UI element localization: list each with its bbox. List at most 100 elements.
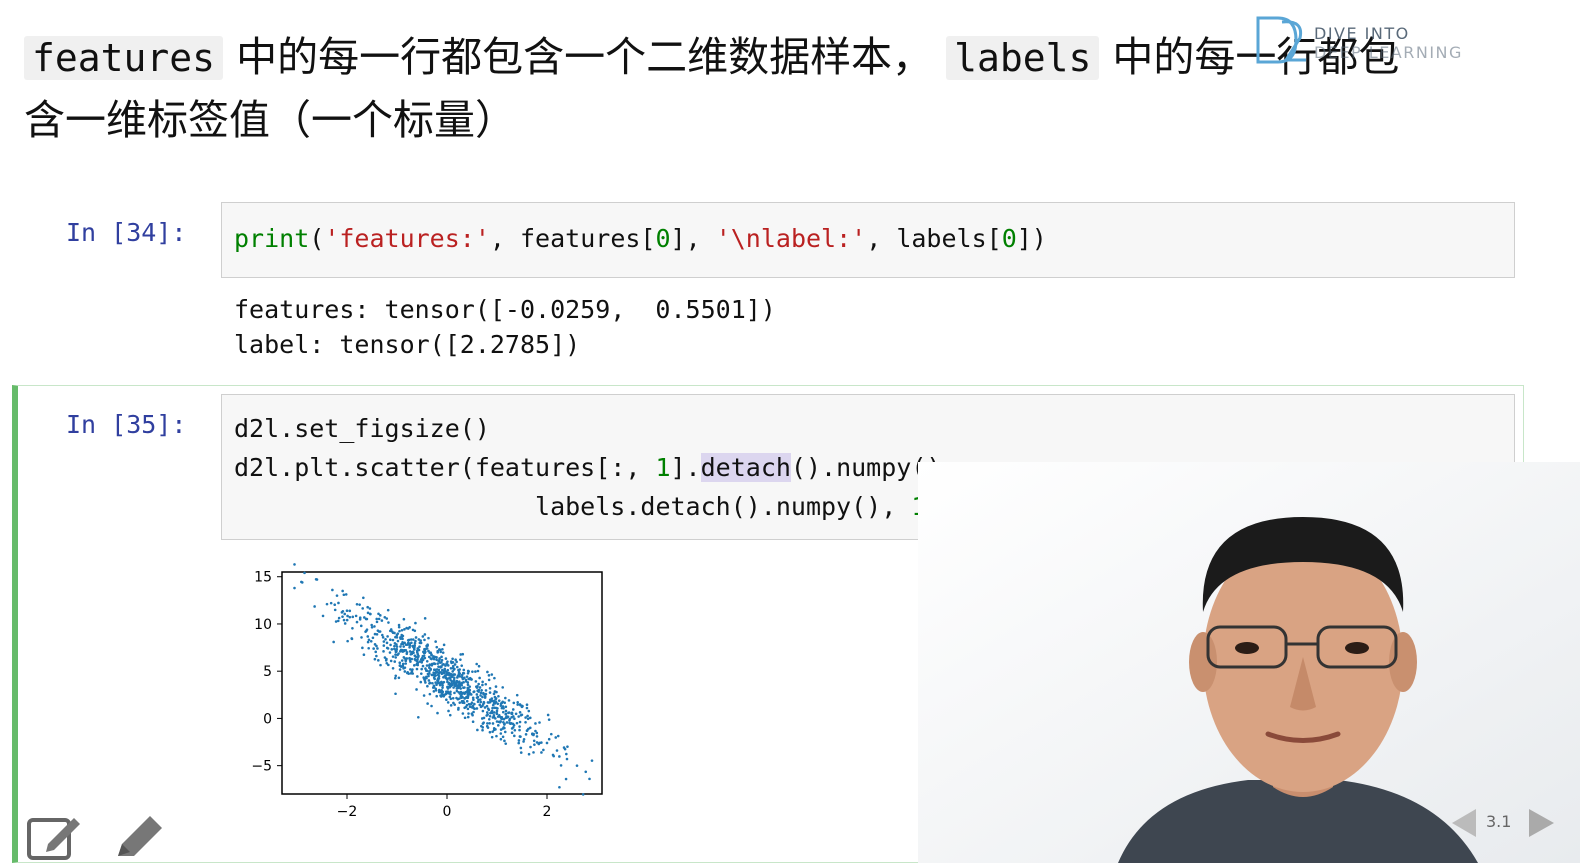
scatter-point: [419, 658, 423, 661]
scatter-point: [472, 698, 475, 702]
scatter-point: [481, 683, 484, 687]
scatter-point: [514, 712, 518, 716]
scatter-point: [519, 751, 523, 754]
scatter-point: [450, 673, 454, 676]
scatter-point: [439, 695, 443, 698]
scatter-point: [462, 671, 466, 675]
scatter-point: [493, 690, 497, 693]
scatter-point: [468, 692, 472, 696]
scatter-point: [452, 701, 455, 705]
scatter-point: [437, 690, 441, 694]
prev-slide-arrow-icon[interactable]: [1450, 806, 1478, 840]
scatter-point: [396, 632, 400, 635]
scatter-point: [437, 665, 440, 668]
scatter-point: [459, 658, 462, 661]
scatter-point: [397, 676, 401, 680]
scatter-point: [346, 639, 349, 643]
scatter-point: [404, 662, 408, 665]
scatter-point: [441, 647, 444, 651]
scatter-point: [395, 645, 399, 648]
scatter-point: [413, 641, 417, 645]
scatter-point: [468, 705, 472, 709]
heading-text-3: 含一维标签值（一个标量）: [24, 96, 516, 144]
scatter-point: [440, 655, 443, 659]
logo-text-line1: DIVE INTO: [1314, 24, 1410, 43]
scatter-point: [528, 716, 532, 720]
scatter-point: [492, 699, 496, 703]
scatter-point: [527, 752, 531, 756]
logo-text-line2: DEEP LEARNING: [1314, 43, 1463, 62]
scatter-point: [401, 662, 405, 666]
scatter-point: [443, 669, 447, 673]
heading-text-1: 中的每一行都包含一个二维数据样本，: [223, 33, 947, 81]
scatter-point: [563, 747, 567, 751]
scatter-point: [441, 663, 444, 666]
scatter-point: [491, 716, 495, 719]
scatter-point: [529, 745, 532, 749]
scatter-point: [590, 759, 594, 762]
scatter-point: [460, 681, 464, 685]
scatter-point: [502, 726, 505, 729]
scatter-point: [415, 667, 419, 671]
scatter-point: [409, 652, 413, 656]
scatter-point: [527, 709, 531, 713]
scatter-point: [400, 659, 404, 662]
scatter-point: [369, 639, 373, 643]
heading-text-2: 中的每一行都包: [1099, 33, 1400, 81]
scatter-point: [566, 745, 569, 748]
scatter-point: [419, 680, 423, 684]
scatter-point: [504, 712, 507, 716]
scatter-point: [458, 697, 461, 700]
scatter-point: [451, 664, 455, 668]
scatter-point: [565, 752, 568, 756]
scatter-point: [481, 680, 484, 684]
pencil-icon[interactable]: [112, 814, 168, 864]
scatter-point: [422, 654, 426, 657]
scatter-point: [497, 699, 501, 702]
scatter-point: [362, 653, 366, 656]
scatter-point: [414, 636, 418, 639]
scatter-point: [432, 668, 436, 671]
scatter-point: [481, 726, 485, 729]
x-tick-label: 0: [443, 804, 452, 820]
scatter-point: [508, 719, 511, 722]
scatter-point: [475, 693, 479, 696]
scatter-point: [418, 641, 422, 645]
scatter-point: [428, 670, 431, 673]
scatter-point: [452, 686, 455, 689]
scatter-point: [426, 684, 429, 688]
scatter-point: [462, 700, 465, 703]
code-token: (: [309, 224, 325, 253]
scatter-point: [526, 717, 530, 721]
cell-input-34[interactable]: print('features:', features[0], '\nlabel…: [221, 202, 1515, 278]
scatter-point: [501, 710, 505, 714]
scatter-point: [419, 639, 422, 642]
scatter-point: [442, 680, 446, 684]
scatter-point: [479, 705, 483, 709]
scatter-point: [419, 672, 423, 675]
code-token: ].: [670, 453, 701, 482]
scatter-point: [416, 675, 419, 678]
scatter-point: [468, 685, 472, 688]
scatter-point: [463, 686, 466, 689]
scatter-point: [385, 661, 389, 665]
scatter-point: [438, 657, 441, 660]
scatter-point: [436, 662, 440, 665]
scatter-point: [366, 635, 370, 638]
scatter-point: [409, 660, 412, 663]
scatter-point: [451, 696, 455, 700]
scatter-point: [435, 683, 438, 687]
scatter-point: [445, 698, 448, 702]
code-cell-34[interactable]: In [34]: print('features:', features[0],…: [12, 198, 1524, 378]
scatter-point: [495, 720, 499, 723]
scatter-point: [402, 645, 406, 648]
next-slide-arrow-icon[interactable]: [1526, 806, 1556, 840]
scatter-point: [479, 698, 482, 701]
scatter-point: [361, 607, 365, 610]
scatter-point: [517, 741, 521, 745]
scatter-point: [533, 743, 536, 746]
scatter-point: [449, 690, 452, 694]
edit-icon[interactable]: [26, 814, 82, 864]
scatter-point: [493, 676, 496, 680]
scatter-point: [386, 647, 390, 650]
